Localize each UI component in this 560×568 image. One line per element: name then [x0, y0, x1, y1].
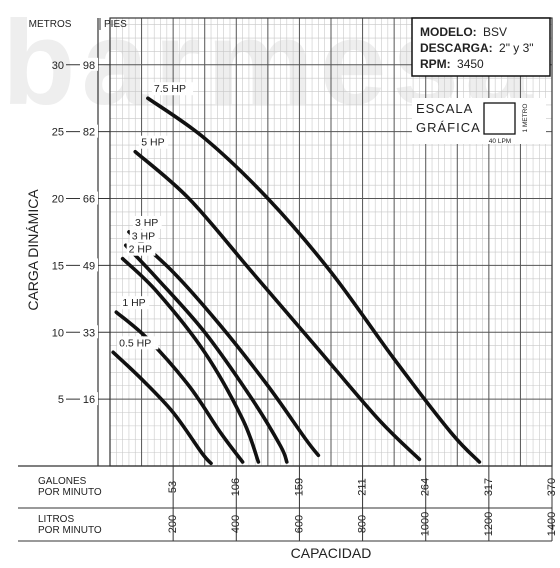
y-tick-label-meters: 10	[52, 327, 64, 339]
y-tick-label-feet: 16	[83, 394, 95, 406]
svg-text:RPM: 3450: RPM: 3450	[420, 57, 484, 71]
y-unit-feet: PIES	[104, 19, 127, 30]
y-unit-meters: METROS	[29, 19, 72, 30]
y-tick-label-bg	[80, 57, 98, 71]
curve-label-bg	[126, 242, 156, 256]
x-tick-label-lpm: 600	[293, 515, 305, 533]
y-tick-label-feet: 33	[83, 327, 95, 339]
model-info-box: MODELO: BSV DESCARGA: 2" y 3" RPM: 3450	[411, 17, 551, 77]
x-tick-label-lpm: 1200	[483, 512, 495, 536]
y-tick-label-feet: 49	[83, 260, 95, 272]
y-tick-label-feet: 98	[83, 60, 95, 72]
x-axis-title: CAPACIDAD	[291, 545, 372, 561]
major-grid	[110, 18, 552, 466]
y-tick-label-meters: 20	[52, 194, 64, 206]
x-tick-label-gpm: 211	[356, 478, 368, 496]
modelo-value: BSV	[483, 25, 507, 39]
x-tick-label-gpm: 53	[167, 481, 179, 493]
svg-text:DESCARGA: 2" y 3": DESCARGA: 2" y 3"	[420, 41, 534, 55]
curve-1-hp	[114, 310, 245, 464]
rpm-value: 3450	[457, 57, 484, 71]
curve-label: 2 HP	[129, 244, 152, 256]
curve-5-hp	[133, 149, 422, 462]
lpm-row-label: LITROS POR MINUTO	[38, 514, 102, 536]
curve-label-bg	[132, 215, 162, 229]
y-tick-label-bg	[80, 124, 98, 138]
x-tick-label-lpm: 1000	[420, 512, 432, 536]
y-tick-label-bg	[80, 258, 98, 272]
y-tick-label-meters: 30	[52, 60, 64, 72]
x-tick-label-gpm: 159	[293, 478, 305, 496]
x-tick-label-lpm: 200	[167, 515, 179, 533]
y-axis-title: CARGA DINÁMICA	[25, 189, 41, 311]
curve-label: 5 HP	[141, 137, 164, 149]
modelo-label: MODELO:	[420, 25, 477, 39]
scale-graphic: ESCALA GRÁFICA 1 METRO 40 LPM	[412, 98, 546, 145]
x-tick-label-gpm: 106	[230, 478, 242, 496]
curve-3-hp	[127, 230, 321, 458]
x-tick-group: 53 200 106 400 159 600 211 800 264 1000 317 1200 370…	[167, 466, 558, 541]
scale-square	[483, 102, 516, 135]
descarga-value: 2" y 3"	[499, 41, 534, 55]
y-tick-label-bg	[80, 191, 98, 205]
curve-0-5-hp	[111, 350, 213, 466]
curve-label-bg	[120, 296, 150, 310]
curve-2-hp	[120, 256, 261, 464]
y-tick-label-bg	[80, 325, 98, 339]
curve-label-bg	[129, 229, 159, 243]
x-tick-label-lpm: 400	[230, 515, 242, 533]
curve-label: 3 HP	[135, 217, 158, 229]
y-tick-label-bg	[80, 392, 98, 406]
x-tick-label-gpm: 317	[483, 478, 495, 496]
hp-curves: 7.5 HP 5 HP 3 HP3 HP 2 HP 1 HP 0.5 HP	[111, 82, 482, 466]
curve-label-bg	[139, 135, 169, 149]
scale-vertical-label: 1 METRO	[522, 104, 529, 133]
x-tick-label-lpm: 800	[356, 515, 368, 533]
curve-7-5-hp	[146, 96, 482, 464]
curve-label: 0.5 HP	[119, 337, 151, 349]
y-tick-label-meters: 15	[52, 260, 64, 272]
curve-label: 3 HP	[132, 230, 155, 242]
scale-title-1: ESCALA	[416, 101, 473, 116]
curve-label: 1 HP	[122, 297, 145, 309]
x-tick-label-gpm: 370	[546, 478, 558, 496]
rpm-label: RPM:	[420, 57, 451, 71]
scale-horizontal-label: 40 LPM	[489, 138, 511, 145]
x-tick-label-gpm: 264	[420, 478, 432, 496]
gpm-row-label: GALONES POR MINUTO	[38, 476, 102, 498]
descarga-label: DESCARGA:	[420, 41, 493, 55]
curve-label-bg	[117, 336, 159, 350]
x-tick-label-lpm: 1400	[546, 512, 558, 536]
y-tick-label-meters: 25	[52, 127, 64, 139]
scale-title-2: GRÁFICA	[416, 120, 481, 135]
curve-label: 7.5 HP	[154, 83, 186, 95]
curve-3-hp	[123, 243, 289, 464]
curve-label-bg	[151, 82, 194, 96]
y-tick-label-feet: 66	[83, 194, 95, 206]
y-tick-label-meters: 5	[58, 394, 64, 406]
svg-text:MODELO: BSV: MODELO: BSV	[420, 25, 507, 39]
y-tick-label-feet: 82	[83, 127, 95, 139]
y-tick-group: 30 98 25 82 20 66 15 49 10 33 5 16	[52, 57, 110, 406]
